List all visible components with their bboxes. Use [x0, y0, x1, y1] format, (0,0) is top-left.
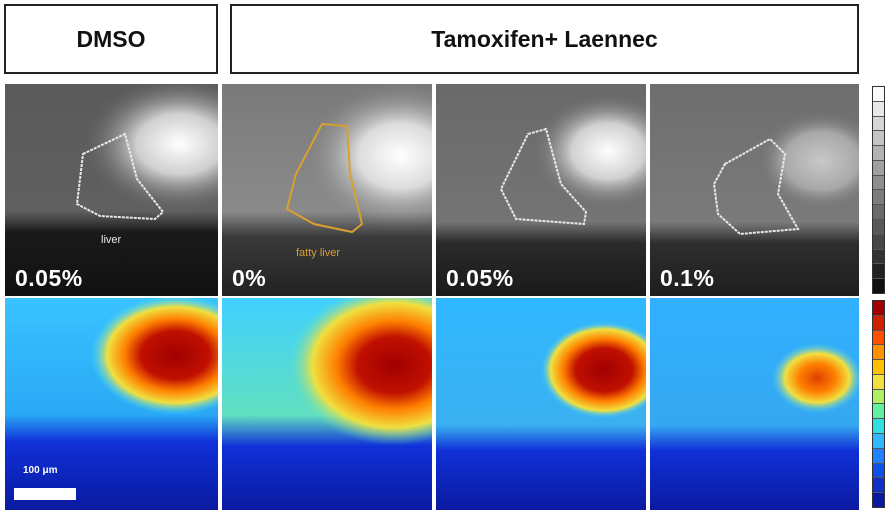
concentration-label: 0.05%	[15, 265, 83, 291]
concentration-label: 0.1%	[660, 265, 715, 291]
liver-region-outline	[712, 137, 800, 236]
concentration-label: 0.05%	[446, 265, 514, 291]
scale-bar-label: 100 μm	[23, 465, 58, 476]
heatmap-panel-tam-0	[222, 298, 432, 510]
dmso-header-label: DMSO	[76, 25, 146, 52]
concentration-label: 0%	[232, 265, 267, 291]
liver-region-outline	[499, 127, 588, 226]
grayscale-panel-dmso: liver 0.05%	[5, 84, 218, 296]
grayscale-panel-tam-01: 0.1%	[650, 84, 859, 296]
region-label-fatty-liver: fatty liver	[296, 247, 341, 259]
dmso-header: DMSO	[4, 4, 218, 74]
liver-region-outline	[75, 132, 165, 221]
tamoxifen-laennec-header: Tamoxifen+ Laennec	[230, 4, 859, 74]
heatmap-colorbar	[872, 300, 885, 508]
grayscale-panel-tam-0: fatty liver 0%	[222, 84, 432, 296]
scale-bar	[14, 488, 76, 500]
grayscale-panel-tam-005: 0.05%	[436, 84, 646, 296]
tamoxifen-header-label: Tamoxifen+ Laennec	[431, 25, 658, 52]
region-label-liver: liver	[101, 234, 122, 246]
fatty-liver-region-outline	[285, 122, 364, 234]
heatmap-panel-tam-005	[436, 298, 646, 510]
grayscale-colorbar	[872, 86, 885, 294]
heatmap-panel-dmso: 100 μm	[5, 298, 218, 510]
heatmap-panel-tam-01	[650, 298, 859, 510]
